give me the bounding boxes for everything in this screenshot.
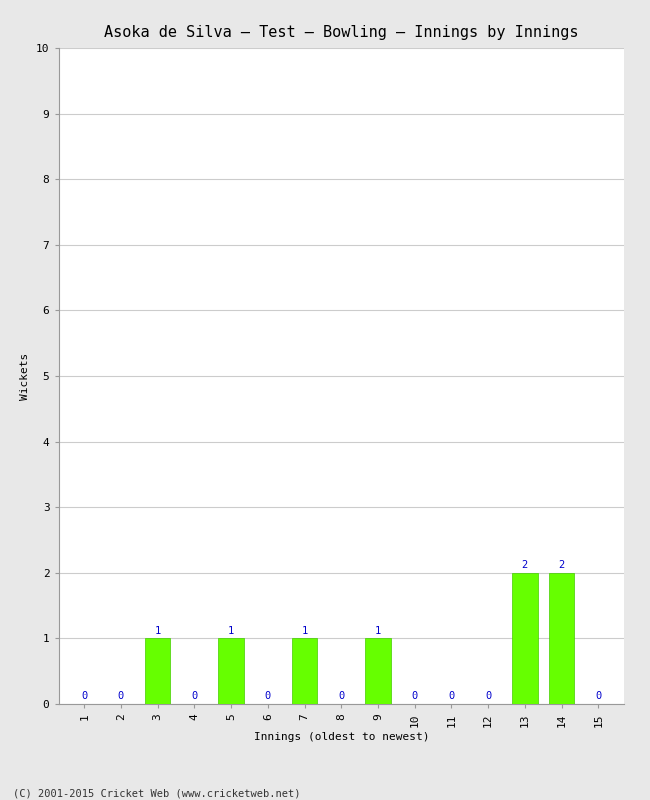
Text: (C) 2001-2015 Cricket Web (www.cricketweb.net): (C) 2001-2015 Cricket Web (www.cricketwe… (13, 788, 300, 798)
Text: 0: 0 (81, 691, 87, 702)
Title: Asoka de Silva – Test – Bowling – Innings by Innings: Asoka de Silva – Test – Bowling – Inning… (104, 25, 578, 40)
Text: 2: 2 (558, 560, 565, 570)
Text: 0: 0 (265, 691, 271, 702)
Text: 0: 0 (595, 691, 601, 702)
Bar (292, 638, 317, 704)
Text: 2: 2 (522, 560, 528, 570)
Text: 1: 1 (375, 626, 381, 636)
Text: 1: 1 (155, 626, 161, 636)
Text: 0: 0 (118, 691, 124, 702)
X-axis label: Innings (oldest to newest): Innings (oldest to newest) (254, 732, 429, 742)
Bar (549, 573, 575, 704)
Text: 0: 0 (411, 691, 418, 702)
Text: 0: 0 (448, 691, 454, 702)
Bar (145, 638, 170, 704)
Bar (512, 573, 538, 704)
Y-axis label: Wickets: Wickets (20, 352, 31, 400)
Text: 1: 1 (228, 626, 234, 636)
Text: 0: 0 (191, 691, 198, 702)
Text: 0: 0 (338, 691, 344, 702)
Text: 0: 0 (485, 691, 491, 702)
Text: 1: 1 (302, 626, 307, 636)
Bar (218, 638, 244, 704)
Bar (365, 638, 391, 704)
